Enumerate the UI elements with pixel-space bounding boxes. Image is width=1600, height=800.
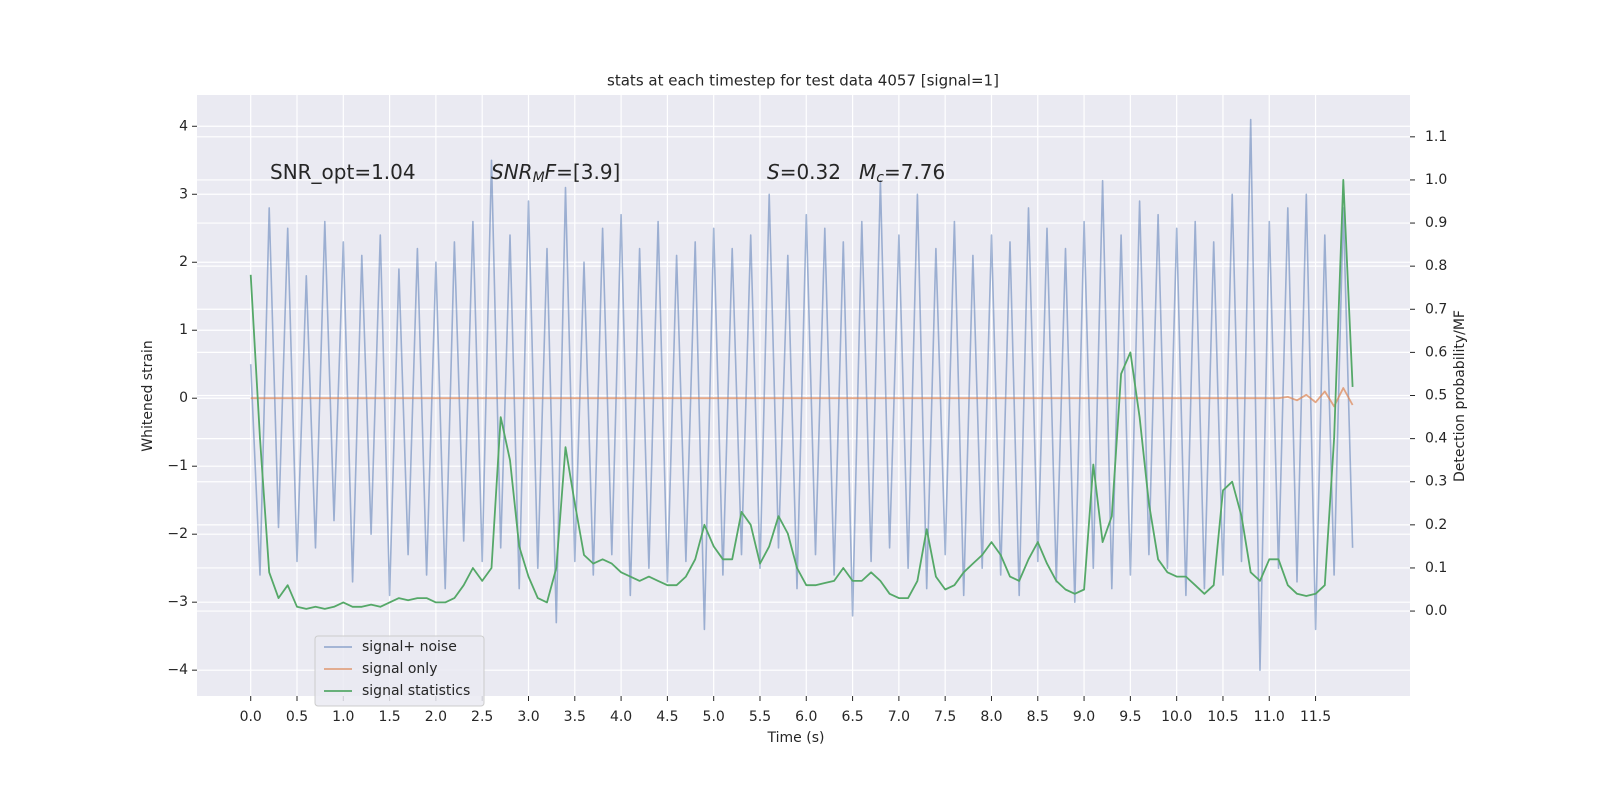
- x-tick-label: 9.5: [1119, 709, 1141, 725]
- y2-tick-label: 0.8: [1425, 258, 1447, 274]
- annotation-part: SNR_opt=1.04: [270, 160, 416, 184]
- x-tick-label: 10.0: [1161, 709, 1192, 725]
- x-tick-label: 9.0: [1073, 709, 1095, 725]
- x-tick-label: 8.5: [1027, 709, 1049, 725]
- x-tick-label: 0.5: [286, 709, 308, 725]
- y2-tick-label: 0.7: [1425, 301, 1447, 317]
- annotation-part: =0.32: [780, 160, 841, 184]
- y2-tick-label: 1.0: [1425, 172, 1447, 188]
- x-tick-label: 6.0: [795, 709, 817, 725]
- x-tick-label: 1.0: [332, 709, 354, 725]
- x-axis-label: Time (s): [767, 730, 825, 746]
- annotation: S=0.32: [767, 160, 841, 184]
- data-line: [249, 118, 1354, 672]
- legend-label: signal statistics: [362, 683, 470, 699]
- y2-axis-label: Detection probability/MF: [1452, 310, 1468, 482]
- x-tick-label: 2.0: [425, 709, 447, 725]
- legend-label: signal+ noise: [362, 639, 457, 655]
- annotation-part: =7.76: [884, 160, 945, 184]
- annotation-part: S: [767, 160, 780, 184]
- y-tick-label: −1: [167, 458, 188, 474]
- x-tick-label: 5.0: [703, 709, 725, 725]
- legend-label: signal only: [362, 661, 437, 677]
- y2-tick-label: 0.2: [1425, 517, 1447, 533]
- annotation-part: M: [859, 160, 876, 184]
- y2-tick-label: 0.0: [1425, 603, 1447, 619]
- x-tick-label: 1.5: [378, 709, 400, 725]
- x-tick-label: 4.0: [610, 709, 632, 725]
- x-tick-label: 4.5: [656, 709, 678, 725]
- y-tick-label: −2: [167, 526, 188, 542]
- annotation-part: c: [876, 170, 884, 186]
- y-tick-label: 0: [179, 390, 188, 406]
- y2-tick-label: 0.3: [1425, 474, 1447, 490]
- y2-tick-label: 0.1: [1425, 560, 1447, 576]
- y-tick-label: 3: [179, 186, 188, 202]
- y-tick-label: 1: [179, 322, 188, 338]
- y2-tick-label: 0.6: [1425, 344, 1447, 360]
- data-line: [250, 387, 1354, 408]
- x-tick-label: 8.0: [980, 709, 1002, 725]
- annotation-part: SNR: [491, 160, 533, 184]
- y-tick-label: 4: [179, 118, 188, 134]
- y-tick-label: 2: [179, 254, 188, 270]
- x-tick-label: 6.5: [841, 709, 863, 725]
- x-tick-label: 10.5: [1207, 709, 1238, 725]
- x-tick-label: 2.5: [471, 709, 493, 725]
- legend-box: [314, 635, 485, 707]
- annotation-part: F: [545, 160, 557, 184]
- y-tick-label: −3: [167, 594, 188, 610]
- x-tick-label: 7.5: [934, 709, 956, 725]
- y2-tick-label: 1.1: [1425, 129, 1447, 145]
- y2-tick-label: 0.9: [1425, 215, 1447, 231]
- x-tick-label: 11.0: [1254, 709, 1285, 725]
- x-tick-label: 5.5: [749, 709, 771, 725]
- x-tick-label: 0.0: [240, 709, 262, 725]
- x-tick-label: 7.0: [888, 709, 910, 725]
- data-line: [249, 178, 1354, 610]
- x-tick-label: 3.0: [517, 709, 539, 725]
- annotation: Mc=7.76: [859, 160, 945, 187]
- annotation: SNR_opt=1.04: [270, 160, 416, 184]
- y2-tick-label: 0.5: [1425, 388, 1447, 404]
- annotation-part: M: [533, 170, 545, 186]
- chart-title: stats at each timestep for test data 405…: [607, 72, 999, 90]
- annotation: SNRMF=[3.9]: [491, 160, 620, 187]
- annotation-part: =[3.9]: [556, 160, 620, 184]
- x-tick-label: 3.5: [564, 709, 586, 725]
- y-tick-label: −4: [167, 662, 188, 678]
- y-axis-label: Whitened strain: [140, 340, 156, 451]
- y2-tick-label: 0.4: [1425, 431, 1447, 447]
- x-tick-label: 11.5: [1300, 709, 1331, 725]
